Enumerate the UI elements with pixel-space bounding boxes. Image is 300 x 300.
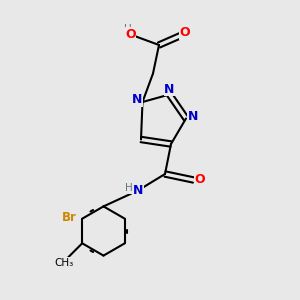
Text: CH₃: CH₃ (54, 258, 73, 268)
Text: H: H (124, 183, 132, 193)
Text: H: H (124, 24, 131, 34)
Text: N: N (132, 93, 142, 106)
Text: N: N (188, 110, 198, 124)
Text: N: N (164, 82, 175, 96)
Text: O: O (195, 173, 206, 186)
Text: O: O (125, 28, 136, 41)
Text: N: N (133, 184, 143, 197)
Text: O: O (179, 26, 190, 40)
Text: Br: Br (62, 211, 77, 224)
